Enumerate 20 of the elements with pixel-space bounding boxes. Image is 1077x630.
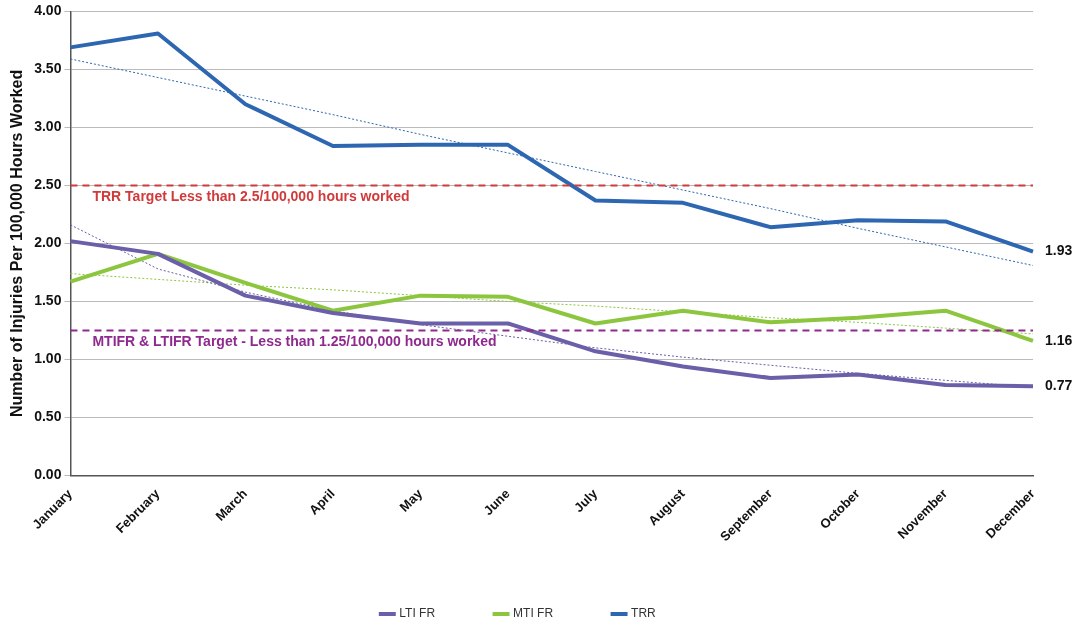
y-tick-label: 0.50 [34, 408, 62, 425]
y-tick-label: 1.00 [34, 350, 62, 367]
data-label: 0.77 [1045, 376, 1073, 393]
y-tick-label: 3.50 [34, 60, 62, 77]
legend-label: TRR [631, 606, 657, 621]
x-tick-label: July [571, 485, 601, 516]
data-label: 1.16 [1045, 331, 1073, 348]
y-tick-label: 0.00 [34, 466, 62, 483]
y-tick-label: 4.00 [34, 2, 62, 19]
ref-line-label: TRR Target Less than 2.5/100,000 hours worked [92, 188, 410, 205]
y-tick-label: 1.50 [34, 292, 62, 309]
data-label: 1.93 [1045, 242, 1073, 259]
y-tick-label: 3.00 [34, 118, 62, 135]
x-tick-label: May [396, 485, 426, 515]
y-tick-label: 2.00 [34, 234, 62, 251]
y-tick-label: 2.50 [34, 176, 62, 193]
y-axis-title: Number of Injuries Per 100,000 Hours Worked [8, 69, 26, 418]
legend-label: LTI FR [399, 606, 436, 621]
ref-line-label: MTIFR & LTIFR Target - Less than 1.25/100,000 hours worked [92, 333, 497, 350]
legend-label: MTI FR [513, 606, 554, 621]
